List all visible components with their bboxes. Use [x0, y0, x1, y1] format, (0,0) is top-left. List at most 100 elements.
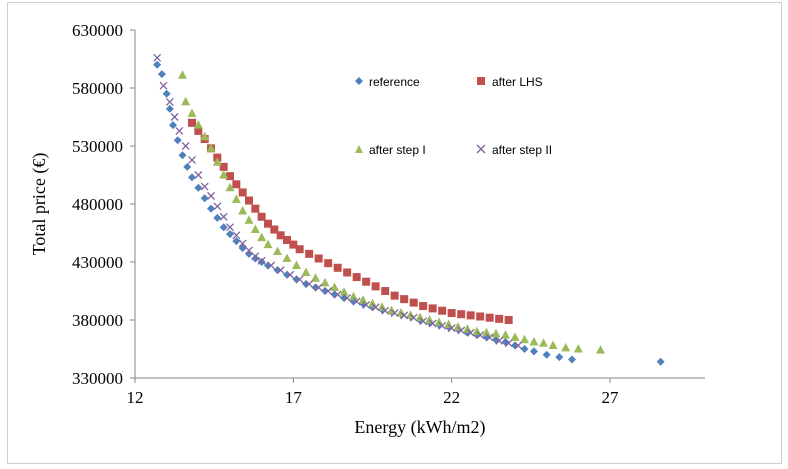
data-point-after-lhs	[270, 225, 279, 234]
data-point-after-step-i	[301, 267, 311, 276]
data-point-after-step-i	[482, 327, 491, 337]
data-point-after-lhs	[390, 291, 399, 300]
data-point-after-lhs	[219, 162, 228, 171]
data-point-after-lhs	[257, 212, 266, 221]
x-tick-label: 12	[127, 388, 144, 407]
data-point-after-lhs	[305, 249, 314, 258]
x-axis-ticks: 12 17 22 27	[127, 378, 619, 407]
legend-item-reference: reference	[355, 75, 420, 89]
data-point-after-lhs	[245, 196, 253, 205]
data-point-reference	[207, 204, 215, 213]
data-point-after-step-i	[561, 342, 571, 352]
y-axis-title: Total price (€)	[29, 153, 50, 256]
data-point-after-lhs	[324, 259, 333, 268]
data-point-reference	[257, 258, 266, 266]
data-point-after-step-i	[453, 321, 463, 331]
data-point-after-step-i	[573, 344, 583, 353]
data-point-after-step-i	[292, 260, 301, 269]
legend-item-after-lhs: after LHS	[477, 75, 543, 89]
y-axis-ticks: 330000 380000 430000 480000 530000 580000 6300…	[72, 21, 135, 388]
data-point-reference	[520, 345, 529, 353]
data-point-after-step-ii	[305, 280, 314, 288]
data-point-after-step-ii	[514, 341, 523, 350]
chart-frame	[7, 2, 782, 464]
data-point-after-lhs	[276, 231, 285, 240]
data-point-after-step-ii	[324, 287, 333, 295]
data-point-after-step-ii	[400, 311, 409, 320]
data-point-after-step-i	[510, 332, 520, 341]
data-point-after-lhs	[352, 273, 361, 282]
data-point-after-step-i	[349, 291, 358, 301]
data-point-after-lhs	[333, 263, 342, 272]
data-point-after-step-ii	[438, 321, 447, 330]
legend-label-reference: reference	[369, 75, 420, 89]
data-point-after-lhs	[264, 219, 272, 228]
data-point-after-lhs	[289, 240, 298, 249]
data-point-reference	[219, 223, 228, 232]
data-point-reference	[173, 136, 182, 145]
x-tick-label: 22	[443, 388, 460, 407]
data-point-after-lhs	[194, 126, 203, 135]
data-point-reference	[157, 70, 166, 79]
data-point-after-lhs	[188, 118, 196, 127]
data-point-after-step-i	[520, 334, 529, 344]
data-point-after-lhs	[447, 309, 456, 318]
data-point-after-step-ii	[495, 336, 504, 345]
data-point-reference	[213, 213, 222, 222]
data-point-after-step-ii	[381, 306, 390, 315]
data-point-after-step-ii	[159, 81, 168, 90]
y-tick-label: 580000	[72, 79, 123, 98]
data-point-after-step-i	[415, 312, 425, 322]
data-point-after-step-ii	[245, 246, 253, 255]
data-point-after-lhs	[438, 306, 447, 315]
data-point-after-lhs	[466, 311, 475, 320]
data-point-after-step-ii	[276, 266, 285, 275]
data-point-after-step-ii	[504, 339, 513, 348]
data-point-after-step-i	[501, 330, 510, 339]
legend-item-after-step-ii: after step II	[476, 143, 552, 157]
legend-marker-after-step-ii	[476, 144, 486, 154]
data-point-after-lhs	[457, 310, 466, 319]
y-tick-label: 380000	[72, 311, 123, 330]
data-point-after-step-i	[282, 253, 292, 263]
data-point-after-lhs	[476, 312, 485, 321]
data-point-after-step-ii	[251, 252, 260, 261]
data-point-after-step-ii	[153, 53, 162, 62]
data-points	[153, 53, 665, 366]
data-point-reference	[183, 162, 192, 171]
data-point-after-lhs	[428, 304, 437, 313]
data-point-after-lhs	[362, 277, 371, 286]
data-point-after-lhs	[314, 254, 323, 263]
data-point-after-step-i	[548, 340, 558, 350]
data-point-after-step-ii	[428, 319, 437, 328]
data-point-after-lhs	[238, 188, 247, 197]
data-point-after-step-ii	[447, 324, 456, 333]
data-point-after-step-ii	[371, 303, 380, 312]
data-point-after-lhs	[504, 316, 513, 324]
data-point-after-step-i	[320, 277, 330, 287]
data-point-after-step-ii	[181, 142, 190, 150]
data-point-after-step-ii	[286, 270, 295, 279]
data-point-after-step-ii	[194, 171, 203, 179]
data-point-reference	[153, 60, 162, 69]
data-point-after-step-i	[219, 170, 229, 179]
y-tick-label: 630000	[72, 21, 123, 40]
data-point-after-step-i	[358, 295, 368, 304]
data-point-after-step-ii	[165, 97, 174, 106]
data-point-after-lhs	[371, 282, 380, 291]
data-point-after-lhs	[232, 180, 241, 189]
data-point-after-step-ii	[362, 300, 371, 309]
data-point-reference	[226, 230, 234, 239]
data-point-after-step-i	[444, 319, 453, 329]
data-point-after-lhs	[251, 204, 260, 213]
data-point-after-step-ii	[257, 256, 266, 265]
data-point-after-lhs	[295, 245, 304, 254]
data-point-reference	[555, 353, 564, 362]
data-point-after-step-i	[178, 70, 187, 79]
data-point-reference	[542, 350, 551, 359]
data-point-after-step-i	[244, 215, 254, 224]
data-point-after-step-i	[377, 302, 387, 311]
data-point-after-step-i	[425, 315, 434, 324]
data-point-after-step-i	[491, 328, 501, 338]
